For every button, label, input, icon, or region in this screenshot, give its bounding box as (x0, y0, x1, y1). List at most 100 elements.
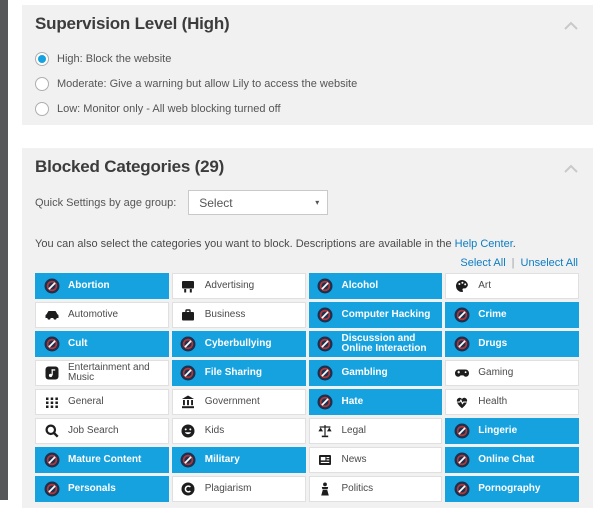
link-separator: | (511, 257, 515, 269)
category-label: Crime (478, 308, 507, 320)
category-tile-computer-hacking[interactable]: Computer Hacking (308, 302, 443, 328)
description-text: You can also select the categories you w… (35, 238, 455, 250)
collapse-chevron-up-icon[interactable] (563, 164, 579, 174)
blocked-icon (43, 336, 60, 353)
description-suffix: . (512, 238, 516, 250)
category-tile-legal[interactable]: Legal (308, 418, 443, 444)
category-tile-drugs[interactable]: Drugs (445, 331, 579, 357)
category-tile-discussion-and-online-interaction[interactable]: Discussion and Online Interaction (308, 331, 443, 357)
left-edge-strip (0, 0, 8, 500)
category-tile-hate[interactable]: Hate (308, 389, 443, 415)
category-label: Computer Hacking (341, 308, 431, 320)
category-tile-general[interactable]: General (35, 389, 169, 415)
category-tile-pornography[interactable]: Pornography (445, 476, 579, 502)
category-tile-military[interactable]: Military (171, 447, 306, 473)
category-label: Pornography (478, 482, 541, 494)
podium-icon (317, 481, 334, 498)
category-tile-politics[interactable]: Politics (308, 476, 443, 502)
blocked-icon (453, 481, 470, 498)
category-tile-plagiarism[interactable]: Plagiarism (171, 476, 306, 502)
copyright-icon (180, 481, 197, 498)
category-tile-abortion[interactable]: Abortion (35, 273, 169, 299)
settings-page: Supervision Level (High) High: Block the… (8, 0, 608, 508)
category-tile-file-sharing[interactable]: File Sharing (171, 360, 306, 386)
supervision-level-title: Supervision Level (High) (35, 14, 230, 33)
category-tile-art[interactable]: Art (445, 273, 579, 299)
blocked-icon (453, 336, 470, 353)
supervision-level-panel: Supervision Level (High) High: Block the… (22, 5, 593, 125)
category-label: Automotive (68, 308, 119, 320)
category-label: News (341, 453, 367, 465)
radio-option-low[interactable]: Low: Monitor only - All web blocking tur… (35, 102, 593, 116)
category-label: Mature Content (68, 453, 142, 465)
supervision-radio-group: High: Block the website Moderate: Give a… (35, 52, 593, 116)
quick-settings-label: Quick Settings by age group: (35, 196, 177, 209)
category-label: Politics (341, 482, 374, 494)
category-tile-job-search[interactable]: Job Search (35, 418, 169, 444)
category-label: Entertainment and Music (68, 361, 150, 383)
category-tile-online-chat[interactable]: Online Chat (445, 447, 579, 473)
blocked-icon (180, 365, 197, 382)
category-label: Gambling (341, 366, 388, 378)
help-center-link[interactable]: Help Center (454, 238, 513, 250)
unselect-all-link[interactable]: Unselect All (520, 257, 578, 269)
category-tile-automotive[interactable]: Automotive (35, 302, 169, 328)
category-tile-gambling[interactable]: Gambling (308, 360, 443, 386)
age-group-dropdown[interactable]: Select ▾ (188, 190, 329, 215)
gamepad-icon (453, 365, 470, 382)
palette-icon (453, 278, 470, 295)
radio-selected-icon[interactable] (35, 52, 49, 66)
radio-unselected-icon[interactable] (35, 77, 49, 91)
blocked-icon (317, 365, 334, 382)
category-tile-health[interactable]: Health (445, 389, 579, 415)
blocked-icon (317, 336, 334, 353)
category-label: Discussion and Online Interaction (341, 332, 427, 354)
category-tile-news[interactable]: News (308, 447, 443, 473)
category-tile-personals[interactable]: Personals (35, 476, 169, 502)
select-all-link[interactable]: Select All (460, 257, 506, 269)
radio-option-high[interactable]: High: Block the website (35, 52, 593, 66)
category-label: Lingerie (478, 424, 518, 436)
blocked-icon (180, 336, 197, 353)
category-label: Gaming (478, 366, 514, 378)
briefcase-icon (180, 307, 197, 324)
collapse-chevron-up-icon[interactable] (563, 21, 579, 31)
category-label: Business (204, 308, 246, 320)
blocked-icon (43, 278, 60, 295)
category-tile-crime[interactable]: Crime (445, 302, 579, 328)
category-tile-business[interactable]: Business (171, 302, 306, 328)
category-label: Cyberbullying (204, 337, 272, 349)
dropdown-caret-icon: ▾ (315, 198, 320, 207)
heart-pulse-icon (453, 394, 470, 411)
blocked-icon (317, 394, 334, 411)
radio-label-high: High: Block the website (57, 53, 172, 65)
category-label: File Sharing (204, 366, 262, 378)
category-tile-alcohol[interactable]: Alcohol (308, 273, 443, 299)
category-tile-cyberbullying[interactable]: Cyberbullying (171, 331, 306, 357)
category-label: Hate (341, 395, 364, 407)
blocked-icon (453, 452, 470, 469)
category-label: Kids (204, 424, 225, 436)
category-label: Cult (68, 337, 88, 349)
category-tile-kids[interactable]: Kids (171, 418, 306, 444)
category-tile-entertainment-and-music[interactable]: Entertainment and Music (35, 360, 169, 386)
category-label: General (68, 395, 104, 407)
radio-unselected-icon[interactable] (35, 102, 49, 116)
category-tile-mature-content[interactable]: Mature Content (35, 447, 169, 473)
category-grid: Abortion Advertising Alcohol Art Automotive B… (35, 273, 579, 502)
category-label: Art (478, 279, 492, 291)
category-label: Government (204, 395, 260, 407)
category-label: Online Chat (478, 453, 535, 465)
category-tile-cult[interactable]: Cult (35, 331, 169, 357)
category-label: Health (478, 395, 508, 407)
category-label: Military (204, 453, 240, 465)
category-label: Plagiarism (204, 482, 252, 494)
car-icon (43, 307, 60, 324)
radio-label-moderate: Moderate: Give a warning but allow Lily … (57, 78, 358, 90)
category-tile-advertising[interactable]: Advertising (171, 273, 306, 299)
category-tile-gaming[interactable]: Gaming (445, 360, 579, 386)
radio-option-moderate[interactable]: Moderate: Give a warning but allow Lily … (35, 77, 593, 91)
category-tile-government[interactable]: Government (171, 389, 306, 415)
category-tile-lingerie[interactable]: Lingerie (445, 418, 579, 444)
category-label: Alcohol (341, 279, 379, 291)
